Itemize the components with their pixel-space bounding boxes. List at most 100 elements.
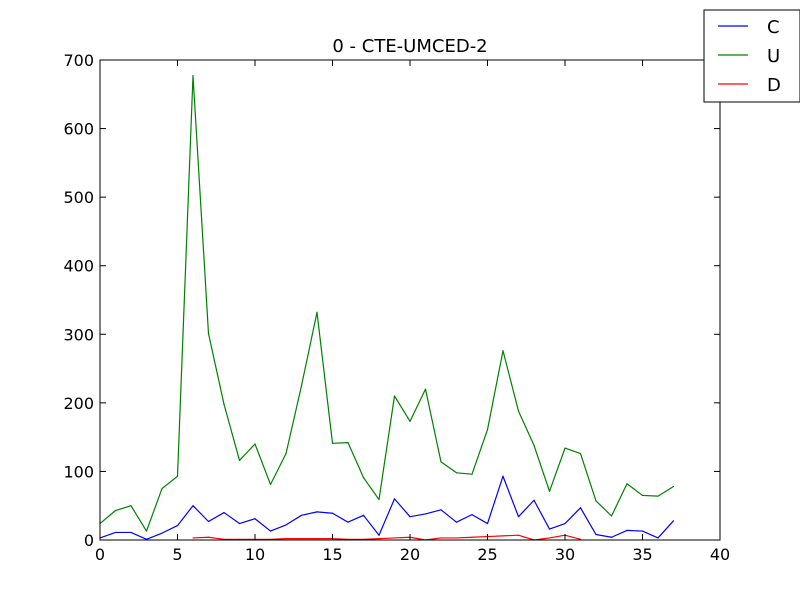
- data-point-u: [641, 494, 644, 497]
- data-point-u: [533, 444, 535, 446]
- data-point-u: [300, 385, 303, 387]
- y-tick-label: 400: [63, 257, 94, 276]
- plot-frame: [99, 59, 721, 541]
- data-point-d: [440, 537, 442, 539]
- data-point-u: [347, 442, 349, 444]
- data-point-u: [486, 429, 489, 431]
- data-point-c: [378, 534, 380, 536]
- data-point-d: [517, 534, 520, 536]
- data-point-u: [331, 442, 334, 444]
- data-point-c: [254, 518, 256, 520]
- data-point-u: [564, 447, 566, 449]
- data-point-c: [362, 514, 365, 516]
- chart-title: 0 - CTE-UMCED-2: [332, 36, 487, 57]
- y-tick-label: 0: [84, 531, 94, 550]
- data-point-c: [238, 522, 241, 525]
- data-point-c: [564, 522, 566, 525]
- data-point-c: [285, 524, 287, 526]
- data-point-c: [626, 529, 628, 532]
- series-layer: [99, 75, 675, 541]
- data-point-d: [192, 537, 194, 539]
- data-point-c: [672, 520, 675, 522]
- data-point-u: [517, 410, 520, 412]
- data-point-c: [486, 522, 489, 525]
- x-tick-label: 35: [632, 545, 652, 564]
- data-point-d: [471, 536, 473, 538]
- data-point-u: [579, 453, 582, 455]
- data-point-d: [316, 538, 318, 540]
- data-point-c: [548, 528, 551, 530]
- data-point-u: [145, 530, 148, 532]
- data-point-u: [471, 473, 473, 475]
- legend-items: CUD: [718, 17, 781, 96]
- data-point-d: [207, 536, 210, 538]
- data-point-d: [378, 538, 380, 540]
- x-tick-label: 15: [322, 545, 342, 564]
- data-point-c: [579, 507, 582, 509]
- data-point-c: [347, 521, 349, 523]
- data-point-c: [409, 516, 411, 518]
- data-point-c: [471, 514, 473, 516]
- data-point-c: [300, 514, 303, 516]
- data-point-u: [192, 75, 194, 77]
- data-point-c: [316, 511, 318, 513]
- data-point-c: [455, 521, 458, 523]
- y-tick-label: 600: [63, 120, 94, 139]
- data-point-u: [254, 443, 256, 445]
- data-point-c: [517, 516, 520, 518]
- data-point-u: [657, 495, 659, 497]
- data-point-u: [595, 500, 597, 502]
- data-point-d: [393, 537, 396, 539]
- data-point-u: [424, 388, 427, 390]
- data-point-c: [192, 505, 194, 507]
- data-point-c: [657, 537, 659, 539]
- x-tick-label: 10: [245, 545, 265, 564]
- data-point-u: [223, 403, 225, 405]
- data-point-u: [238, 459, 241, 462]
- data-point-u: [285, 453, 287, 455]
- data-point-d: [285, 538, 287, 540]
- series-line-u: [99, 75, 674, 532]
- legend: CUD: [703, 9, 800, 103]
- data-point-c: [207, 520, 210, 523]
- data-point-d: [548, 537, 551, 539]
- data-point-c: [331, 512, 334, 514]
- x-tick-label: 5: [172, 545, 182, 564]
- data-point-u: [161, 487, 163, 490]
- x-tick-label: 0: [95, 545, 105, 564]
- data-point-u: [114, 509, 117, 512]
- data-point-c: [269, 530, 272, 532]
- legend-box: [703, 9, 800, 103]
- y-tick-label: 500: [63, 188, 94, 207]
- data-point-u: [610, 515, 613, 517]
- data-point-c: [176, 525, 179, 527]
- data-point-u: [672, 485, 675, 488]
- y-tick-label: 200: [63, 394, 94, 413]
- data-point-c: [223, 511, 225, 514]
- data-point-u: [176, 475, 179, 477]
- x-tick-label: 30: [555, 545, 575, 564]
- data-point-d: [300, 538, 303, 540]
- x-tick-label: 20: [400, 545, 420, 564]
- data-point-c: [424, 513, 427, 515]
- data-point-c: [393, 498, 396, 500]
- data-point-u: [626, 483, 628, 485]
- data-point-c: [641, 530, 644, 532]
- data-point-u: [269, 483, 272, 486]
- y-tick-label: 300: [63, 325, 94, 344]
- data-point-c: [440, 509, 442, 511]
- data-point-c: [610, 536, 613, 538]
- data-point-u: [316, 311, 318, 313]
- legend-label-d: D: [767, 75, 781, 96]
- data-point-c: [161, 532, 163, 534]
- data-point-u: [130, 505, 132, 507]
- x-tick-label: 40: [710, 545, 730, 564]
- data-point-u: [440, 461, 442, 463]
- legend-label-u: U: [767, 46, 780, 67]
- y-tick-label: 100: [63, 462, 94, 481]
- data-point-u: [409, 420, 411, 422]
- data-point-u: [455, 472, 458, 474]
- data-point-d: [502, 535, 504, 537]
